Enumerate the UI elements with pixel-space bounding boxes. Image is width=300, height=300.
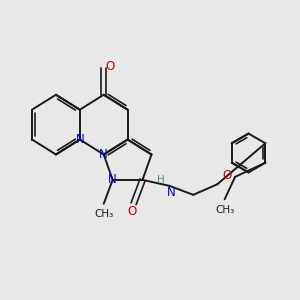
Text: O: O	[128, 205, 137, 218]
Text: CH₃: CH₃	[94, 209, 113, 219]
Text: O: O	[222, 169, 231, 182]
Text: CH₃: CH₃	[215, 205, 234, 214]
Text: N: N	[76, 133, 84, 146]
Text: H: H	[157, 175, 164, 185]
Text: N: N	[108, 173, 117, 186]
Text: O: O	[105, 60, 114, 73]
Text: N: N	[99, 148, 108, 161]
Text: N: N	[167, 186, 175, 199]
